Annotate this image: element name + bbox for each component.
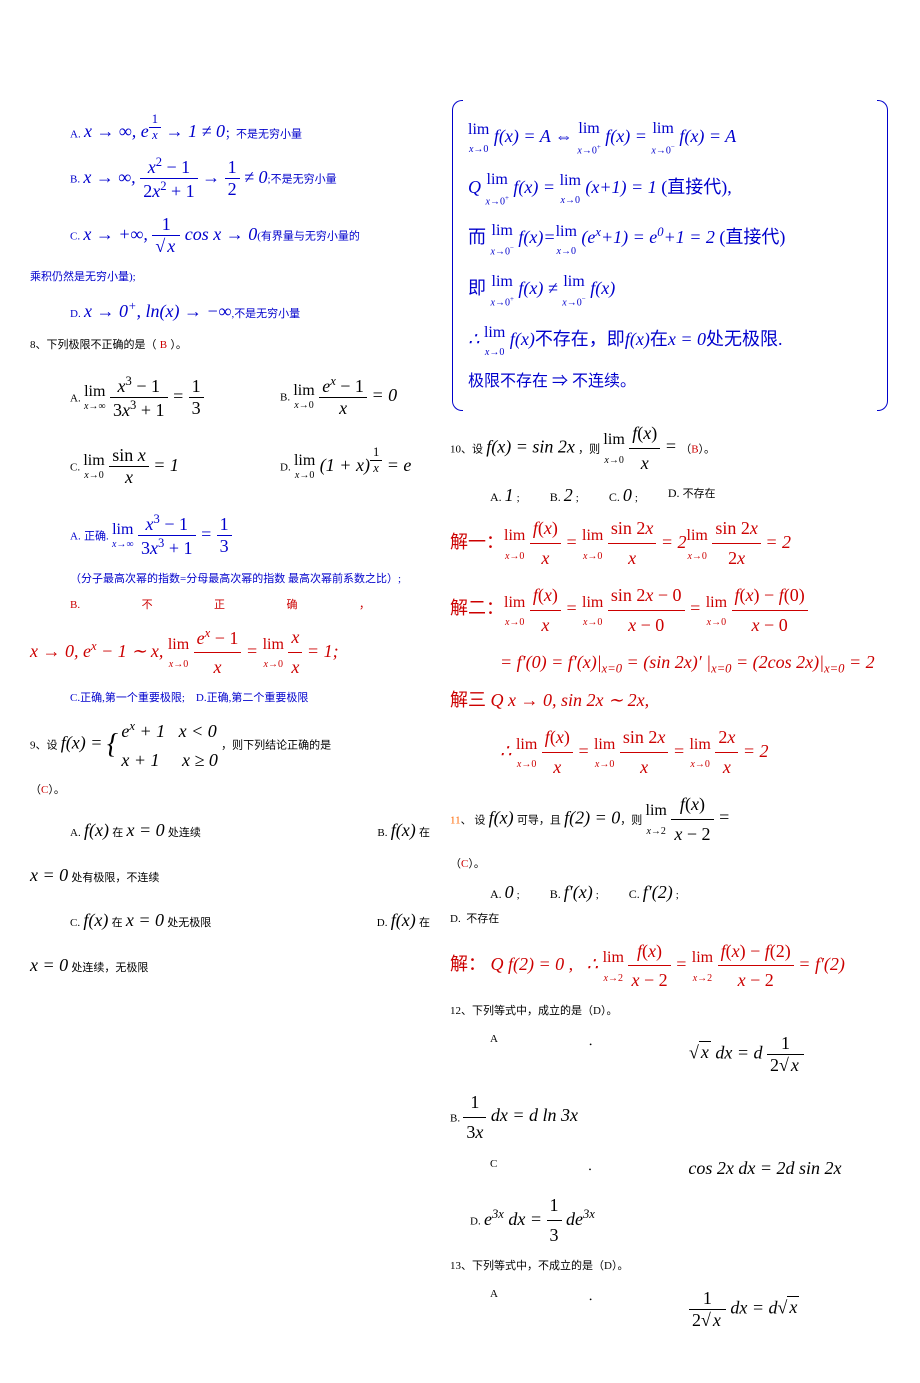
q7-option-d: D. x → 0+, ln(x) → −∞,不是无穷小量: [70, 299, 430, 322]
q8-stem: 8、下列极限不正确的是（ B ）。: [30, 334, 430, 355]
q7-option-b: B. x → ∞, x2 − 12x2 + 1 → 12 ≠ 0;不是无穷小量: [70, 155, 430, 202]
q11-solution: 解： Q f(2) = 0 , ∴ limx→2 f(x)x − 2 = lim…: [450, 937, 890, 996]
q11-option-a: A. 0 ;: [490, 882, 520, 903]
q7-option-c: C. x → +∞, 1√x cos x → 0(有界量与无穷小量的: [70, 214, 430, 257]
q12-stem: 12、下列等式中，成立的是（D）。: [450, 1003, 890, 1021]
q10-options: A. 1 ; B. 2 ; C. 0 ; D. 不存在: [490, 485, 890, 506]
opt-label: B.: [70, 174, 80, 186]
opt-label: C.: [70, 231, 80, 243]
q9-option-b-cont: x = 0 处有极限，不连续: [30, 861, 430, 890]
opt-note: ；不是无穷小量: [225, 128, 302, 140]
q8-option-c: C. limx→0 sin xx = 1: [70, 445, 220, 488]
q9-option-a: A. f(x) 在 x = 0 处连续: [70, 820, 220, 841]
page: A. x → ∞, e1x → 1 ≠ 0；不是无穷小量 B. x → ∞, x…: [0, 0, 920, 1383]
q12-option-c: C． cos 2x dx = 2d sin 2x: [490, 1158, 890, 1179]
q8-option-a: A. limx→∞ x3 − 13x3 + 1 = 13: [70, 374, 220, 421]
q10-option-b: B. 2 ;: [550, 485, 579, 506]
q9-option-d-cont: x = 0 处连续，无极限: [30, 951, 430, 980]
q10-answer: B: [691, 443, 698, 455]
q8-explain-a: A. 正确. limx→∞ x3 − 13x3 + 1 = 13: [70, 512, 430, 559]
q7-c-continuation: 乘积仍然是无穷小量);: [30, 269, 430, 287]
q8-explain-cd: C.正确,第一个重要极限; D.正确,第二个重要极限: [30, 690, 430, 708]
opt-label: D.: [70, 308, 81, 320]
q10-option-d: D. 不存在: [668, 485, 716, 506]
q8-options-row2: C. limx→0 sin xx = 1 D. limx→0 (1 + x)1x…: [30, 433, 430, 500]
q9-options-row1: A. f(x) 在 x = 0 处连续 B. f(x) 在: [30, 808, 430, 853]
q11-option-b: B. f′(x) ;: [550, 882, 599, 903]
q9-answer-line: （C）。: [30, 782, 430, 800]
q8-answer: B: [160, 339, 167, 351]
q10-solution-3a: 解三 Q x → 0, sin 2x ∼ 2x,: [450, 686, 890, 715]
opt-note: ;不是无穷小量: [268, 174, 337, 186]
q13-option-a: A． 12√x dx = d√x: [490, 1288, 890, 1331]
q9-option-b: B. f(x) 在: [280, 820, 430, 841]
q10-stem: 10、设 f(x) = sin 2x ，则 limx→0 f(x)x = （B）…: [450, 419, 890, 478]
right-column: limx→0 f(x) = A ⇔ limx→0+ f(x) = limx→0−…: [450, 100, 890, 1343]
q8-options-row1: A. limx→∞ x3 − 13x3 + 1 = 13 B. limx→0 e…: [30, 362, 430, 433]
q10-option-a: A. 1 ;: [490, 485, 520, 506]
q11-answer-line: （C）。: [450, 856, 890, 874]
left-column: A. x → ∞, e1x → 1 ≠ 0；不是无穷小量 B. x → ∞, x…: [30, 100, 430, 1343]
q10-solution-1: 解一：limx→0 f(x)x = limx→0 sin 2xx = 2limx…: [450, 514, 890, 573]
q9-option-d: D. f(x) 在: [280, 910, 430, 931]
opt-label: A.: [70, 128, 81, 140]
q9-stem: 9、设 f(x) = { ex + 1 x < 0 x + 1 x ≥ 0 ，则…: [30, 716, 430, 775]
q9-solution-bracket: limx→0 f(x) = A ⇔ limx→0+ f(x) = limx→0−…: [450, 100, 890, 411]
q11-option-d: D. 不存在: [450, 911, 890, 929]
q10-solution-2b: = f′(0) = f′(x)|x=0 = (sin 2x)′ |x=0 = (…: [450, 648, 890, 679]
q10-solution-3b: ∴ limx→0 f(x)x = limx→0 sin 2xx = limx→0…: [450, 723, 890, 782]
q9-option-c: C. f(x) 在 x = 0 处无极限: [70, 910, 220, 931]
q11-options: A. 0 ; B. f′(x) ; C. f′(2) ;: [490, 882, 890, 903]
q8-option-b: B. limx→0 ex − 1x = 0: [280, 374, 430, 421]
q13-stem: 13、下列等式中，不成立的是（D）。: [450, 1258, 890, 1276]
q11-stem: 11、 设 f(x) 可导，且 f(2) = 0，则 limx→2 f(x)x …: [450, 790, 890, 849]
q8-option-d: D. limx→0 (1 + x)1x = e: [280, 445, 430, 488]
q9-options-row2: C. f(x) 在 x = 0 处无极限 D. f(x) 在: [30, 898, 430, 943]
q12-option-b: B. 13x dx = d ln 3x: [450, 1088, 890, 1147]
q8-explain-b-label: B. 不 正 确 ，: [30, 597, 430, 615]
q10-solution-2a: 解二：limx→0 f(x)x = limx→0 sin 2x − 0x − 0…: [450, 581, 890, 640]
q12-option-a: A． √x dx = d 12√x: [490, 1033, 890, 1076]
q8-explain-b-formula: x → 0, ex − 1 ∼ x, limx→0 ex − 1x = limx…: [30, 623, 430, 683]
opt-note: (有界量与无穷小量的: [257, 231, 360, 243]
q11-option-c: C. f′(2) ;: [629, 882, 679, 903]
q8-explain-a-note: （分子最高次幂的指数=分母最高次幂的指数 最高次幂前系数之比）;: [30, 571, 430, 589]
q7-option-a: A. x → ∞, e1x → 1 ≠ 0；不是无穷小量: [70, 112, 430, 143]
q10-option-c: C. 0 ;: [609, 485, 638, 506]
q12-option-d: D. e3x dx = 13 de3x: [450, 1191, 890, 1250]
opt-note: ,不是无穷小量: [231, 308, 300, 320]
